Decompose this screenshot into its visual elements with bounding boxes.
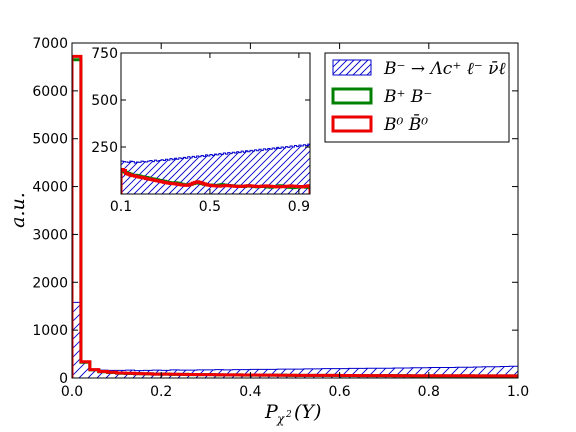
inset-x-tick-label: 0.1 <box>110 199 132 215</box>
inset-y-tick-label: 250 <box>91 140 118 156</box>
legend-swatch-step <box>331 87 373 105</box>
svg-text:P: P <box>264 401 279 423</box>
inset-series-neutral <box>121 168 310 194</box>
y-tick-label: 3000 <box>32 227 68 243</box>
y-tick-label: 4000 <box>32 180 68 196</box>
legend-label: B⁻ → Λc⁺ ℓ⁻ ν̄ℓ <box>383 59 506 79</box>
legend-box <box>324 52 510 143</box>
inset-signal-outline <box>121 143 310 194</box>
inset-x-tick-label: 0.5 <box>199 199 221 215</box>
inset-frame <box>120 52 311 195</box>
inset-step-series <box>121 168 310 194</box>
legend: B⁻ → Λc⁺ ℓ⁻ ν̄ℓ B⁺ B⁻ B⁰ B̄⁰ <box>324 52 510 143</box>
inset-signal-hatch-lines <box>121 144 310 194</box>
inset-background <box>121 53 310 194</box>
x-tick-label: 0.0 <box>61 384 83 400</box>
x-tick-label: 1.0 <box>507 384 529 400</box>
legend-entry: B⁻ → Λc⁺ ℓ⁻ ν̄ℓ <box>332 59 506 79</box>
main-axis-ticks: 0.0 0.2 0.4 0.6 0.8 1.0 0 1000 2000 3000 4000 5000 6… <box>32 36 529 400</box>
x-axis-label: P χ 2 (Y) <box>264 401 321 426</box>
svg-text:2: 2 <box>285 410 292 420</box>
legend-label: B⁺ B⁻ <box>383 87 432 107</box>
y-axis-label: a.u. <box>7 192 29 228</box>
legend-swatch-hatched <box>332 59 372 76</box>
svg-text:(Y): (Y) <box>294 401 321 423</box>
y-tick-label: 2000 <box>32 275 68 291</box>
y-tick-label: 1000 <box>32 323 68 339</box>
legend-swatch-step <box>331 115 373 133</box>
inset-y-tick-label: 500 <box>91 93 118 109</box>
inset-y-tick-label: 750 <box>91 46 118 62</box>
main-signal-outline <box>72 301 518 378</box>
inset-axis-ticks: 0.1 0.5 0.9 250 500 750 <box>91 46 310 215</box>
legend-label: B⁰ B̄⁰ <box>383 113 428 135</box>
main-series-neutral <box>72 54 518 378</box>
legend-entry: B⁺ B⁻ <box>331 87 432 107</box>
inset-hatched-histogram <box>121 143 310 194</box>
x-tick-label: 0.2 <box>150 384 172 400</box>
y-tick-label: 5000 <box>32 132 68 148</box>
y-tick-label: 6000 <box>32 84 68 100</box>
x-tick-label: 0.4 <box>239 384 261 400</box>
x-tick-label: 0.8 <box>418 384 440 400</box>
x-tick-label: 0.6 <box>328 384 350 400</box>
y-tick-label: 0 <box>59 371 68 387</box>
inset-x-tick-label: 0.9 <box>288 199 310 215</box>
svg-text:χ: χ <box>276 412 285 426</box>
main-plot-frame <box>71 42 519 379</box>
y-tick-label: 7000 <box>32 36 68 52</box>
svg-text:a.u.: a.u. <box>7 192 29 228</box>
legend-entry: B⁰ B̄⁰ <box>331 113 428 135</box>
